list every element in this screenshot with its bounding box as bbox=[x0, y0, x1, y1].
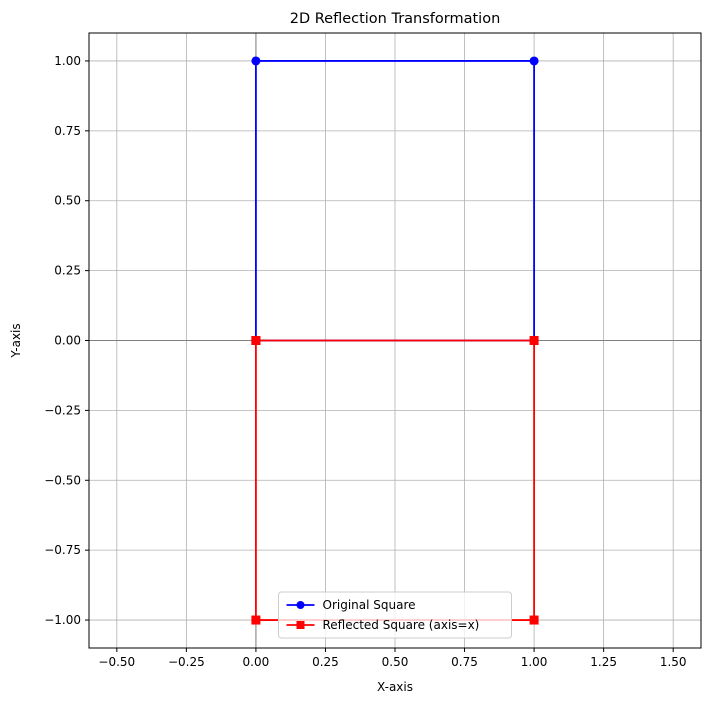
y-tick-label: 0.00 bbox=[54, 334, 81, 348]
x-tick-label: 1.00 bbox=[521, 655, 548, 669]
y-tick-label: −0.25 bbox=[44, 403, 81, 417]
y-axis-label: Y-axis bbox=[9, 323, 23, 358]
y-tick-label: −1.00 bbox=[44, 613, 81, 627]
legend-marker bbox=[296, 621, 305, 629]
y-tick-label: −0.50 bbox=[44, 473, 81, 487]
legend-label: Reflected Square (axis=x) bbox=[323, 618, 480, 632]
y-tick-label: 0.50 bbox=[54, 194, 81, 208]
series-layer bbox=[251, 56, 539, 625]
x-tick-label: −0.50 bbox=[98, 655, 135, 669]
data-point bbox=[529, 56, 539, 66]
y-axis-ticks: 1.00 0.75 0.50 0.25 0.00 −0.25 −0.50 −0.75 −1.00 bbox=[44, 54, 89, 627]
x-tick-label: 0.25 bbox=[312, 655, 339, 669]
y-tick-label: 0.25 bbox=[54, 264, 81, 278]
legend-label: Original Square bbox=[323, 598, 416, 612]
x-axis-ticks: −0.50 −0.25 0.00 0.25 0.50 0.75 1.00 1.25 1.50 bbox=[98, 648, 687, 669]
series-2 bbox=[251, 336, 539, 625]
x-tick-label: 0.75 bbox=[451, 655, 478, 669]
y-tick-label: 1.00 bbox=[54, 54, 81, 68]
x-tick-label: 1.50 bbox=[660, 655, 687, 669]
data-point bbox=[529, 615, 539, 625]
x-axis-label: X-axis bbox=[377, 680, 413, 694]
x-tick-label: 0.00 bbox=[243, 655, 270, 669]
data-point bbox=[529, 336, 539, 345]
data-point bbox=[251, 56, 261, 66]
data-point bbox=[251, 336, 261, 345]
legend-item: Original Square bbox=[286, 598, 416, 612]
x-tick-label: −0.25 bbox=[168, 655, 205, 669]
legend-box bbox=[278, 591, 512, 639]
legend: Original Square Reflected Square (axis=x) bbox=[278, 591, 512, 639]
chart-title: 2D Reflection Transformation bbox=[290, 11, 501, 27]
y-tick-label: −0.75 bbox=[44, 543, 81, 557]
legend-marker bbox=[296, 601, 305, 609]
legend-item: Reflected Square (axis=x) bbox=[286, 618, 480, 632]
x-tick-label: 1.25 bbox=[590, 655, 617, 669]
y-tick-label: 0.75 bbox=[54, 124, 81, 138]
x-tick-label: 0.50 bbox=[382, 655, 409, 669]
data-point bbox=[251, 615, 261, 625]
